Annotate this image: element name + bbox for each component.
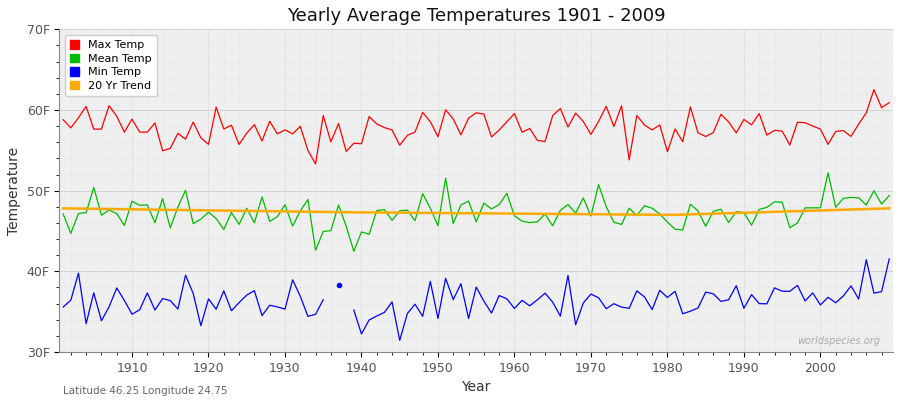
Text: worldspecies.org: worldspecies.org: [797, 336, 880, 346]
X-axis label: Year: Year: [462, 380, 490, 394]
Title: Yearly Average Temperatures 1901 - 2009: Yearly Average Temperatures 1901 - 2009: [287, 7, 665, 25]
Y-axis label: Temperature: Temperature: [7, 146, 21, 235]
Legend: Max Temp, Mean Temp, Min Temp, 20 Yr Trend: Max Temp, Mean Temp, Min Temp, 20 Yr Tre…: [65, 35, 158, 96]
Text: Latitude 46.25 Longitude 24.75: Latitude 46.25 Longitude 24.75: [63, 386, 228, 396]
